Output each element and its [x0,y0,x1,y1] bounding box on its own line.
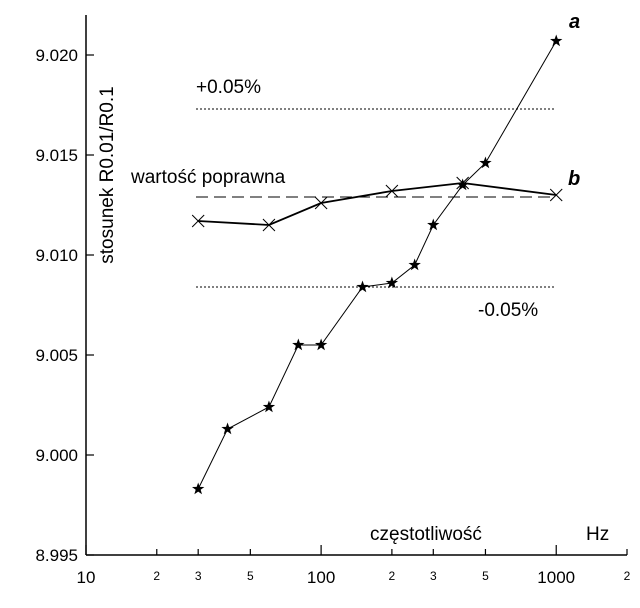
series-a-point [427,218,440,231]
upper-tolerance-label: +0.05% [196,77,261,98]
series-a-line [197,40,557,490]
series-a-point [456,178,469,191]
ticks: 8.995 9.000 9.005 9.010 9.015 9.020 10 2 3 5 100 2 3… [35,46,630,587]
x-tick-label: 1000 [537,568,575,587]
series-b-line [198,182,557,226]
y-tick-label: 9.015 [35,146,78,165]
y-axis-title: stosunek R0.01/R0.1 [97,86,118,263]
series-b-label: b [568,168,580,190]
x-tick-label: 3 [195,569,202,583]
x-tick-label: 100 [307,568,335,587]
x-tick-label: 5 [247,569,254,583]
correct-value-label: wartość poprawna [130,167,286,188]
series-b-point [262,218,276,232]
series-a-point [292,338,305,351]
series-a-point [221,422,234,435]
y-tick-label: 9.000 [35,446,78,465]
y-tick-label: 9.020 [35,46,78,65]
x-tick-label: 2 [389,569,396,583]
x-tick-label: 5 [482,569,489,583]
y-tick-label: 9.005 [35,346,78,365]
series-lines [197,40,557,490]
x-axis-unit: Hz [586,524,609,545]
x-tick-label: 10 [77,568,96,587]
series-a-point [262,400,276,413]
series-a-point [314,338,328,351]
series-a-point [479,156,492,169]
series-a-point [356,280,369,293]
axes [85,15,627,556]
series-b-point [314,196,328,210]
x-tick-label: 2 [624,569,631,583]
y-tick-label: 9.010 [35,246,78,265]
series-a-point [550,34,563,47]
series-a-point [385,276,399,289]
series-b-point [191,214,205,228]
series-b-point [549,188,563,202]
series-a-label: a [569,11,580,33]
x-axis-title: częstotliwość [370,524,482,545]
series-a-point [192,482,205,495]
x-tick-label: 3 [430,569,437,583]
series-b-point [385,184,399,198]
series-a-point [408,258,421,271]
x-tick-label: 2 [153,569,160,583]
markers [191,34,563,495]
reference-lines [196,108,556,288]
y-tick-label: 8.995 [35,546,78,565]
lower-tolerance-label: -0.05% [478,300,538,321]
series-b-point [456,176,470,190]
